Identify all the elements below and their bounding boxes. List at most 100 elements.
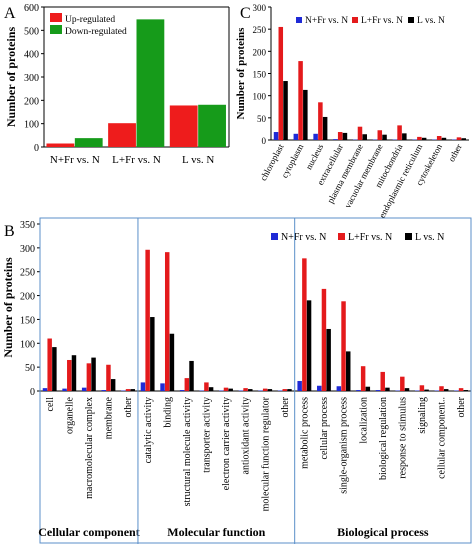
bar-l-vs-n-localization (365, 386, 371, 391)
x-tick-label: transporter activity (202, 397, 213, 473)
bar-l-vs-n-catalytic-activity (150, 317, 155, 391)
y-axis-label: Number of proteins (4, 27, 18, 128)
legend-swatch-n-fr-vs-n (296, 17, 302, 23)
bar-l-fr-vs-n-organelle (67, 359, 72, 391)
panel-b-frame (39, 217, 472, 544)
panel-b: B Number of proteins 0 50 100 150 200 250 300 350… (1, 217, 472, 544)
bar-n-fr-vs-n-chloroplast (273, 132, 279, 140)
bar-n-fr-vs-n-catalytic-activity (140, 382, 146, 391)
bar-l-fr-vs-n-cellular-component (439, 386, 444, 391)
y-tick-label: 250 (20, 268, 35, 279)
bar-l-fr-vs-n-signaling (419, 385, 425, 391)
bar-n-fr-vs-n-cytoplasm (293, 133, 299, 140)
x-tick-label: cellular component.. (437, 397, 448, 479)
bar-down-regulated-n-fr-vs-n (74, 138, 103, 147)
bar-l-fr-vs-n-membrane (106, 364, 111, 391)
bar-l-fr-vs-n-cytoskeleton (436, 136, 442, 140)
bar-l-fr-vs-n-transporter-activity (204, 382, 209, 391)
bar-l-fr-vs-n-biological-regulation (380, 371, 385, 391)
y-tick-label: 200 (253, 47, 267, 57)
bar-n-fr-vs-n-membrane (101, 390, 106, 391)
legend-label-up-regulated: Up-regulated (65, 15, 115, 25)
y-tick-label: 0 (34, 143, 39, 154)
bar-n-fr-vs-n-metabolic-process (297, 380, 302, 391)
bar-l-fr-vs-n-other (125, 389, 131, 391)
bar-l-fr-vs-n-cellular-process (321, 288, 327, 391)
bar-l-fr-vs-n-cell (47, 338, 52, 391)
bar-l-vs-n-plasma-membrane (362, 134, 367, 140)
bar-l-fr-vs-n-electron-carrier-activity (223, 387, 229, 391)
bar-n-fr-vs-n-cell (42, 388, 48, 391)
bar-l-fr-vs-n-other (282, 389, 288, 391)
x-tick-label: molecular function regulator (260, 396, 271, 511)
panel-letter-a: A (4, 5, 16, 22)
y-tick-label: 250 (253, 25, 267, 35)
bar-n-fr-vs-n-biological-regulation (375, 390, 381, 391)
legend-swatch-l-fr-vs-n (352, 17, 358, 23)
y-tick-label: 300 (24, 73, 39, 84)
x-tick-label: structural molecule activity (182, 397, 193, 506)
y-tick-label: 100 (24, 120, 39, 131)
bar-l-vs-n-cellular-process (326, 328, 331, 391)
bar-l-fr-vs-n-extracellular (337, 132, 343, 140)
bar-l-vs-n-electron-carrier-activity (228, 388, 233, 391)
bar-up-regulated-l-fr-vs-n (108, 123, 136, 147)
legend-label-l-fr-vs-n: L+Fr vs. N (361, 16, 403, 26)
bar-l-vs-n-response-to-stimulus (404, 388, 410, 391)
bar-l-fr-vs-n-molecular-function-regulator (262, 388, 268, 391)
x-tick-label: membrane (104, 396, 115, 439)
bar-l-vs-n-signaling (424, 389, 429, 391)
bar-n-fr-vs-n-nucleus (313, 133, 318, 140)
bar-l-vs-n-biological-regulation (385, 387, 390, 391)
bar-l-vs-n-endoplasmic-reticulum (421, 137, 427, 140)
legend-label-l-vs-n: L vs. N (417, 16, 445, 26)
y-axis-label: Number of proteins (235, 27, 247, 120)
bar-l-fr-vs-n-endoplasmic-reticulum (417, 136, 422, 140)
y-tick-label: 50 (25, 363, 35, 374)
legend-label-l-vs-n: L vs. N (415, 232, 444, 243)
bar-down-regulated-l-vs-n (198, 104, 226, 147)
bar-n-fr-vs-n-single-organism-process (336, 386, 342, 391)
y-tick-label: 50 (257, 114, 267, 124)
x-tick-label: signaling (417, 397, 428, 434)
group-label-cellular-component: Cellular component (38, 525, 139, 539)
bar-l-vs-n-organelle (71, 355, 77, 391)
x-tick-label: catalytic activity (143, 397, 154, 463)
bar-up-regulated-l-vs-n (169, 105, 198, 147)
bar-l-fr-vs-n-response-to-stimulus (400, 376, 405, 391)
bar-l-fr-vs-n-plasma-membrane (357, 126, 363, 140)
y-tick-label: 150 (253, 70, 267, 80)
bar-l-fr-vs-n-single-organism-process (341, 301, 346, 391)
legend-label-n-fr-vs-n: N+Fr vs. N (305, 16, 348, 26)
bar-l-vs-n-macromolecular-complex (91, 357, 96, 391)
x-tick-label: other (456, 396, 467, 417)
bar-l-fr-vs-n-chloroplast (278, 26, 284, 141)
bar-l-fr-vs-n-localization (360, 366, 366, 391)
y-tick-label: 350 (20, 220, 35, 231)
y-axis-label: Number of proteins (1, 257, 15, 358)
y-tick-label: 200 (20, 292, 35, 303)
bar-l-vs-n-chloroplast (283, 81, 288, 140)
bar-l-fr-vs-n-catalytic-activity (145, 249, 150, 391)
x-tick-label: other (446, 142, 464, 163)
bar-n-fr-vs-n-organelle (62, 388, 67, 391)
legend-label-l-fr-vs-n: L+Fr vs. N (348, 232, 392, 243)
x-tick-label: other (123, 396, 134, 417)
bar-l-vs-n-structural-molecule-activity (189, 360, 194, 391)
bar-l-vs-n-metabolic-process (306, 300, 312, 391)
bar-l-vs-n-mitochondria (402, 133, 407, 140)
bar-l-fr-vs-n-nucleus (318, 102, 323, 140)
bar-l-vs-n-other (461, 138, 466, 140)
panel-a: A Number of proteins 0 100 200 300 400 500 600 N+… (4, 3, 230, 166)
bar-up-regulated-n-fr-vs-n (46, 143, 75, 147)
bar-l-vs-n-vacuolar-membrane (382, 134, 387, 140)
bar-l-vs-n-extracellular (342, 132, 348, 140)
legend-swatch-l-fr-vs-n (338, 233, 345, 240)
x-tick-label: metabolic process (299, 397, 310, 469)
x-tick-label: response to stimulus (397, 397, 408, 479)
y-tick-label: 200 (24, 96, 39, 107)
x-tick-label: L+Fr vs. N (112, 154, 161, 166)
x-tick-label: electron carrier activity (221, 397, 232, 490)
